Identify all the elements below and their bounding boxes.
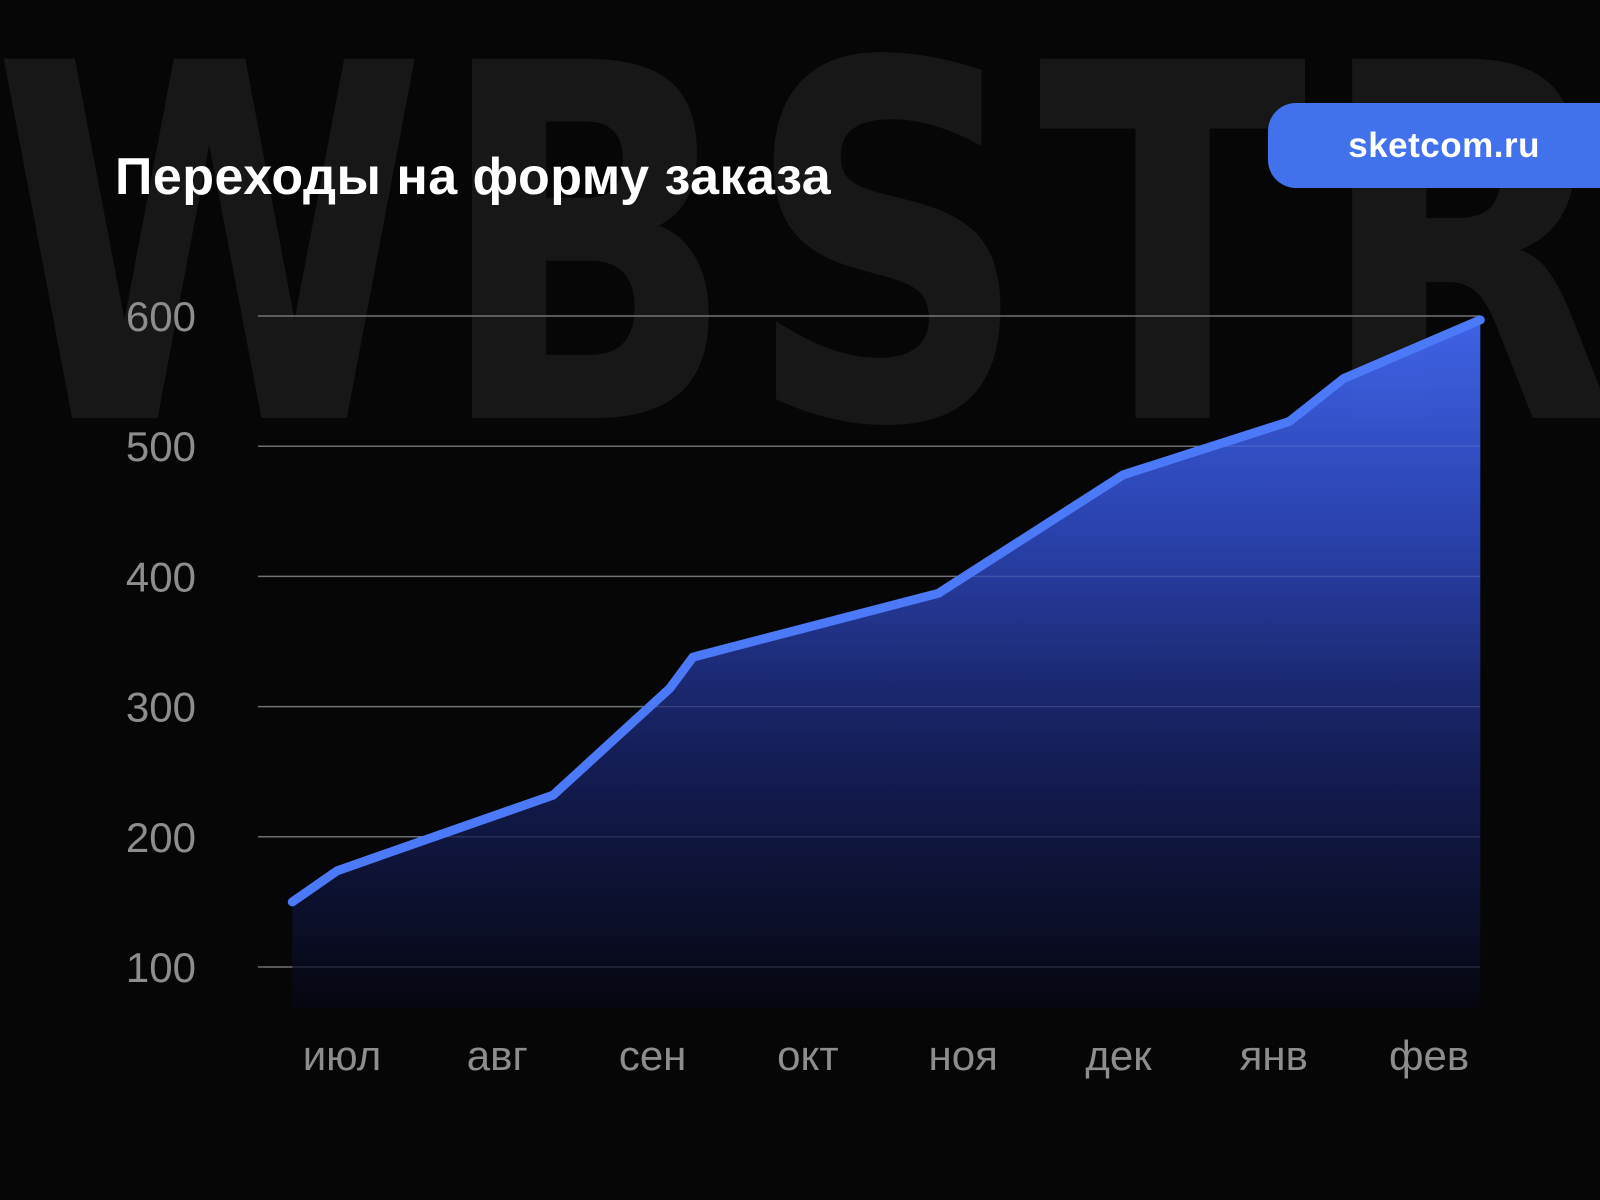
site-badge[interactable]: sketcom.ru <box>1268 103 1600 188</box>
x-axis-label: июл <box>303 1032 382 1079</box>
x-axis-label: янв <box>1240 1032 1308 1079</box>
area-fill <box>292 319 1481 1008</box>
x-axis-labels: июл авг сен окт ноя дек янв фев <box>303 1032 1469 1079</box>
gridlines-over <box>258 315 1480 968</box>
trend-line <box>287 315 1485 907</box>
y-axis-label: 500 <box>126 423 196 470</box>
x-axis-label: авг <box>467 1032 528 1079</box>
x-axis-label: сен <box>619 1032 687 1079</box>
x-axis-label: фев <box>1389 1032 1469 1079</box>
x-axis-label: ноя <box>929 1032 998 1079</box>
y-axis-label: 300 <box>126 684 196 731</box>
site-badge-label: sketcom.ru <box>1348 125 1540 165</box>
y-axis-label: 200 <box>126 814 196 861</box>
y-axis-labels: 100 200 300 400 500 600 <box>126 293 196 991</box>
x-axis-label: дек <box>1085 1032 1152 1079</box>
y-axis-label: 100 <box>126 944 196 991</box>
page-title: Переходы на форму заказа <box>115 147 832 206</box>
y-axis-label: 600 <box>126 293 196 340</box>
x-axis-label: окт <box>777 1032 838 1079</box>
y-axis-label: 400 <box>126 553 196 600</box>
